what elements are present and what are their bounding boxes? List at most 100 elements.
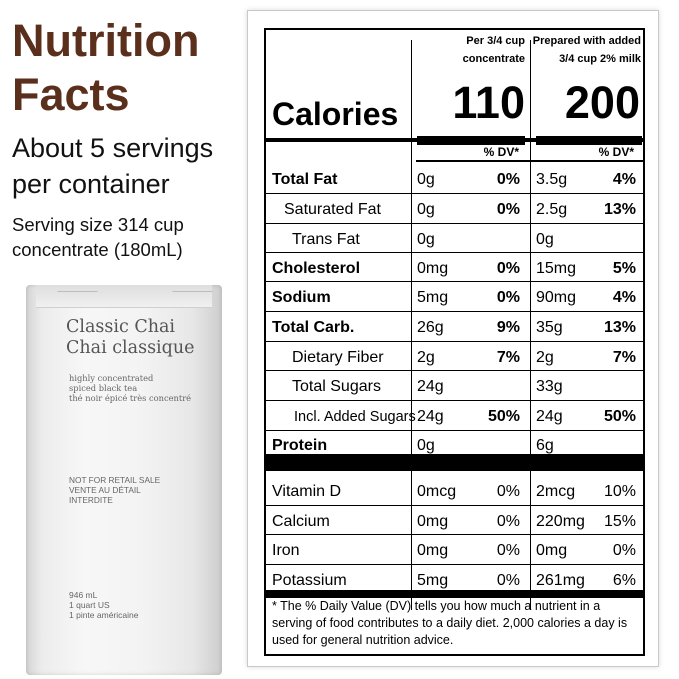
carton-volume-line-3: 1 pinte américaine	[69, 610, 139, 620]
amount-prepared: 90mg	[536, 289, 577, 306]
serving-size: Serving size 314 cup concentrate (180mL)	[12, 212, 184, 262]
amount-concentrate: 0mg	[417, 542, 449, 559]
row-divider	[266, 534, 643, 535]
calories-bar-col1	[417, 136, 525, 145]
carton-description: highly concentrated spiced black tea thé…	[69, 373, 191, 403]
dv-prepared: 4%	[612, 171, 636, 188]
dv-concentrate: 0%	[496, 171, 520, 188]
row-divider	[266, 311, 643, 312]
carton-notice: NOT FOR RETAIL SALE VENTE AU DÉTAIL INTE…	[69, 475, 160, 505]
serving-size-line-2: concentrate (180mL)	[12, 239, 183, 260]
carton-volume-line-1: 946 mL	[69, 590, 98, 600]
row-divider	[266, 370, 643, 371]
dv-concentrate: 0%	[496, 201, 520, 218]
carton-notice-line-3: INTERDITE	[69, 495, 113, 505]
servings-line-2: per container	[12, 169, 170, 199]
dv-prepared: 10%	[603, 483, 636, 500]
amount-prepared: 2.5g	[536, 201, 568, 218]
nutrient-label: Iron	[272, 542, 300, 559]
carton-top	[36, 285, 220, 308]
nutrient-label: Total Carb.	[272, 319, 355, 336]
carton-desc-line-2: spiced black tea	[69, 383, 138, 393]
nutrition-facts-heading: Nutrition Facts	[12, 14, 199, 122]
amount-concentrate: 0g	[417, 171, 435, 188]
nutrient-label: Trans Fat	[292, 231, 360, 248]
row-divider	[266, 223, 643, 224]
dv-prepared: 13%	[603, 319, 636, 336]
amount-prepared: 3.5g	[536, 171, 568, 188]
carton-notice-line-1: NOT FOR RETAIL SALE	[69, 475, 161, 485]
dv-prepared: 15%	[603, 513, 636, 530]
nutrient-label: Vitamin D	[272, 483, 342, 500]
nutrient-label: Total Sugars	[292, 378, 381, 395]
nutrient-row: Protein 0g 6g	[266, 431, 643, 461]
carton-fold-right	[172, 291, 220, 304]
nutrient-row: Total Sugars 24g 33g	[266, 372, 643, 402]
calories-concentrate: 110	[452, 77, 525, 128]
nutrient-label: Protein	[272, 437, 328, 454]
dv-prepared: 13%	[603, 201, 636, 218]
nutrient-row: Saturated Fat 0g 0% 2.5g 13%	[266, 195, 643, 225]
amount-prepared: 2mcg	[536, 483, 576, 500]
carton-desc-line-1: highly concentrated	[69, 373, 154, 383]
carton-volume: 946 mL 1 quart US 1 pinte américaine	[69, 590, 138, 620]
carton-product-name: Classic Chai Chai classique	[66, 317, 194, 359]
carton-desc-line-3: thé noir épicé très concentré	[69, 393, 192, 403]
amount-concentrate: 0mg	[417, 260, 449, 277]
dv-prepared: 0%	[612, 542, 636, 559]
amount-prepared: 0mg	[536, 542, 568, 559]
dv-concentrate: 9%	[496, 319, 520, 336]
serving-size-line-1: Serving size 314 cup	[12, 214, 184, 235]
dv-concentrate: 0%	[496, 513, 520, 530]
amount-prepared: 33g	[536, 378, 563, 395]
amount-prepared: 15mg	[536, 260, 577, 277]
servings-per-container: About 5 servings per container	[12, 130, 213, 202]
nutrient-row: Calcium 0mg 0% 220mg 15%	[266, 507, 643, 537]
dv-concentrate: 7%	[496, 349, 520, 366]
column-header-concentrate: Per 3/4 cup concentrate	[416, 32, 525, 68]
dv-header-col2: % DV*	[598, 145, 634, 159]
carton-name-en: Classic Chai	[66, 317, 176, 337]
nutrient-label: Total Fat	[272, 171, 338, 188]
nutrient-row: Sodium 5mg 0% 90mg 4%	[266, 283, 643, 313]
row-divider	[266, 470, 643, 471]
nutrient-label: Potassium	[272, 572, 347, 589]
nutrient-label: Dietary Fiber	[292, 349, 384, 366]
nutrition-panel: Per 3/4 cup concentrate Prepared with ad…	[247, 10, 659, 667]
dv-concentrate: 0%	[496, 542, 520, 559]
amount-concentrate: 2g	[417, 349, 435, 366]
daily-value-footnote: * The % Daily Value (DV) tells you how m…	[272, 599, 628, 647]
col2-head-line-1: Prepared with added	[532, 35, 641, 47]
amount-concentrate: 0g	[417, 231, 435, 248]
col1-head-line-1: Per 3/4 cup	[466, 35, 525, 47]
nutrition-table: Per 3/4 cup concentrate Prepared with ad…	[264, 28, 645, 656]
dv-prepared: 7%	[612, 349, 636, 366]
dv-concentrate: 0%	[496, 483, 520, 500]
protein-bottom-bar	[266, 454, 643, 470]
amount-concentrate: 0g	[417, 201, 435, 218]
dv-prepared: 4%	[612, 289, 636, 306]
servings-line-1: About 5 servings	[12, 133, 214, 163]
nutrient-row: Cholesterol 0mg 0% 15mg 5%	[266, 254, 643, 284]
heading-line-2: Facts	[12, 69, 130, 120]
dv-header-rule	[416, 160, 643, 162]
nutrient-label: Cholesterol	[272, 260, 361, 277]
amount-concentrate: 5mg	[417, 572, 449, 589]
row-divider	[266, 505, 643, 506]
amount-prepared: 35g	[536, 319, 563, 336]
row-divider	[266, 252, 643, 253]
carton-notice-line-2: VENTE AU DÉTAIL	[69, 485, 141, 495]
dv-prepared: 5%	[612, 260, 636, 277]
row-divider	[266, 400, 643, 401]
nutrient-row: Vitamin D 0mcg 0% 2mcg 10%	[266, 477, 643, 507]
nutrient-row: Trans Fat 0g 0g	[266, 225, 643, 255]
nutrient-label: Saturated Fat	[284, 201, 381, 218]
amount-concentrate: 0mg	[417, 513, 449, 530]
row-divider	[266, 341, 643, 342]
amount-prepared: 6g	[536, 437, 554, 454]
nutrient-label: Sodium	[272, 289, 331, 306]
carton-volume-line-2: 1 quart US	[69, 600, 110, 610]
calories-label: Calories	[272, 96, 399, 132]
dv-prepared: 6%	[612, 572, 636, 589]
dv-concentrate: 0%	[496, 289, 520, 306]
